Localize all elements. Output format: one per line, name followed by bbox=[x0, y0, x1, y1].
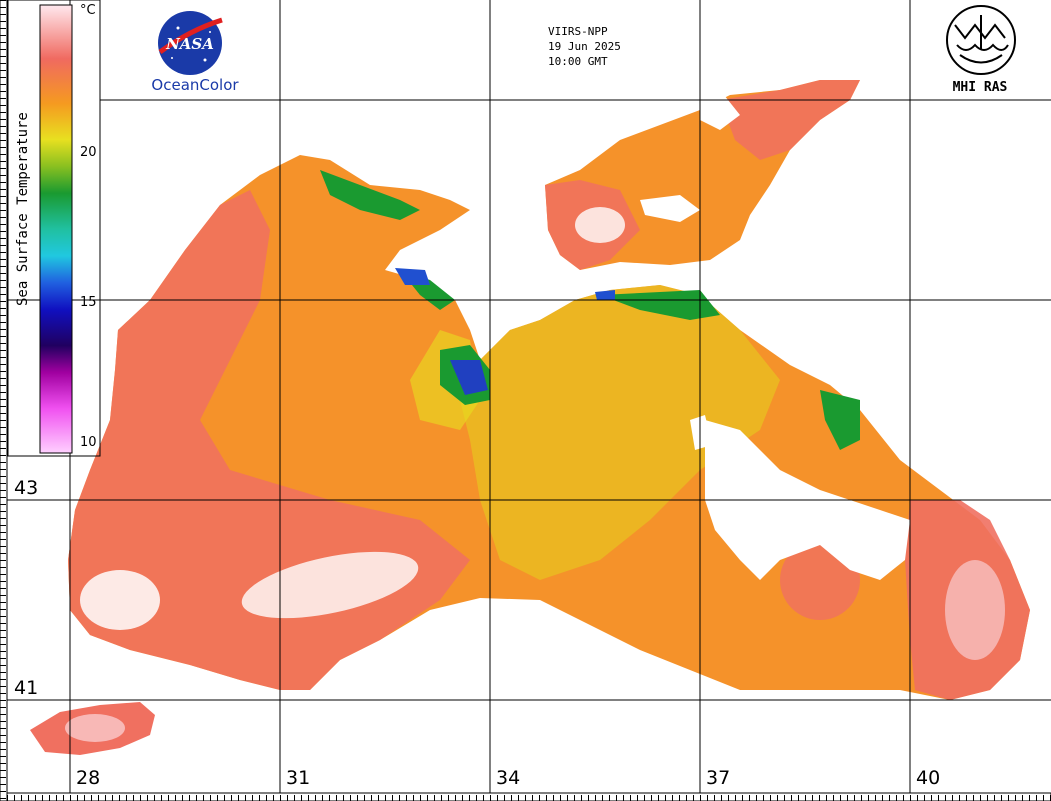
left-ruler bbox=[0, 0, 8, 801]
nasa-logo bbox=[158, 11, 223, 75]
agency-label: OceanColor bbox=[151, 76, 239, 94]
lon-label-40: 40 bbox=[914, 767, 943, 789]
nasa-wordmark: NASA bbox=[166, 35, 214, 53]
lat-label-41: 41 bbox=[12, 677, 41, 699]
legend-tick-20: 20 bbox=[80, 145, 97, 161]
legend-tick-10: 10 bbox=[80, 435, 97, 451]
lat-label-43: 43 bbox=[12, 477, 41, 499]
legend-title: Sea Surface Temperature bbox=[15, 112, 31, 306]
acquisition-time: 10:00 GMT bbox=[548, 55, 608, 68]
bottom-ruler bbox=[0, 792, 1051, 801]
lon-label-31: 31 bbox=[284, 767, 313, 789]
legend-tick-15: 15 bbox=[80, 294, 97, 310]
acquisition-info: VIIRS-NPP 19 Jun 2025 10:00 GMT bbox=[548, 24, 621, 69]
lon-label-37: 37 bbox=[704, 767, 733, 789]
lon-label-34: 34 bbox=[494, 767, 523, 789]
mhi-ras-logo bbox=[946, 5, 1016, 75]
legend-unit: °C bbox=[80, 3, 96, 18]
acquisition-date: 19 Jun 2025 bbox=[548, 40, 621, 53]
lon-label-28: 28 bbox=[74, 767, 103, 789]
colorbar bbox=[39, 4, 73, 454]
sensor-name: VIIRS-NPP bbox=[548, 25, 608, 38]
institute-label: MHI RAS bbox=[952, 80, 1008, 95]
